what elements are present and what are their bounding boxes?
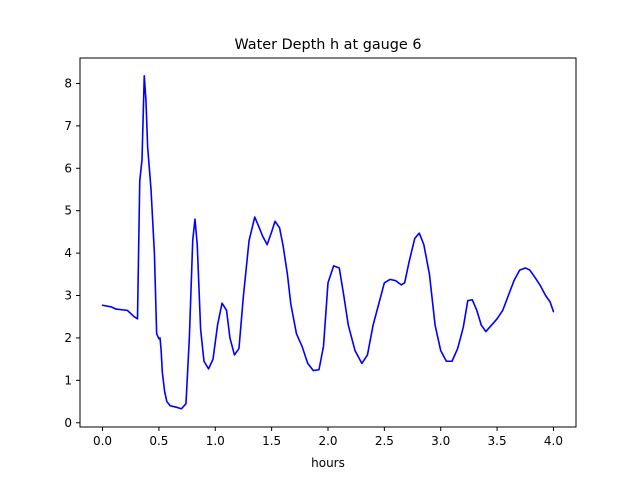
chart-title: Water Depth h at gauge 6: [234, 37, 421, 53]
y-tick-label: 2: [64, 331, 72, 345]
x-tick-label: 0.0: [93, 434, 112, 448]
x-tick-label: 4.0: [544, 434, 563, 448]
plot-area: [101, 75, 555, 410]
y-tick-label: 4: [64, 246, 72, 260]
x-tick-label: 0.5: [149, 434, 168, 448]
x-tick-label: 1.0: [206, 434, 225, 448]
y-tick-label: 5: [64, 204, 72, 218]
y-axis: 0 1 2 3 4 5 6 7 8: [64, 76, 80, 430]
y-tick-label: 7: [64, 119, 72, 133]
y-tick-label: 8: [64, 76, 72, 90]
x-tick-label: 2.5: [375, 434, 394, 448]
y-tick-label: 0: [64, 416, 72, 430]
y-tick-label: 6: [64, 161, 72, 175]
x-axis-label: hours: [311, 456, 345, 470]
y-tick-label: 1: [64, 373, 72, 387]
x-tick-label: 1.5: [262, 434, 281, 448]
x-tick-label: 3.5: [488, 434, 507, 448]
x-tick-label: 3.0: [431, 434, 450, 448]
x-axis: 0.0 0.5 1.0 1.5 2.0 2.5 3.0 3.5 4.0: [93, 427, 563, 448]
x-tick-label: 2.0: [318, 434, 337, 448]
series-line-0: [101, 75, 555, 410]
y-tick-label: 3: [64, 289, 72, 303]
